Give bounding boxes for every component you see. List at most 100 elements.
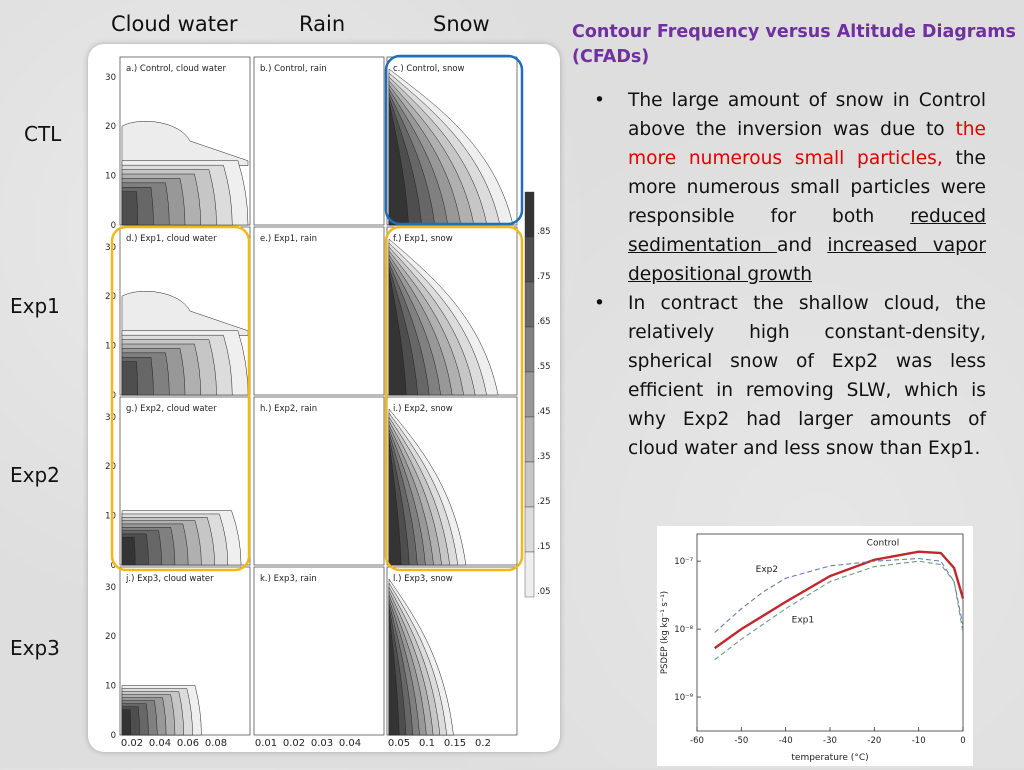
contour-band [388, 270, 407, 396]
y-tick-label: 10 [105, 512, 116, 522]
colorbar-segment [524, 281, 535, 328]
colorbar-label: .05 [537, 587, 551, 597]
contour-band [121, 361, 139, 396]
x-tick-label: 0.08 [205, 738, 227, 749]
y-tick-label: 20 [105, 632, 116, 642]
panel-title: c.) Control, snow [393, 64, 465, 74]
x-tick-label: 0.01 [255, 738, 277, 749]
colorbar-segment [524, 371, 535, 418]
y-tick-label: 10⁻⁹ [674, 693, 693, 703]
bullet1-text-a: The large amount of snow in Control abov… [628, 90, 986, 140]
bullet1-underline-sedimentation: reduced sedimentation [628, 206, 986, 256]
series-line-control [714, 550, 965, 650]
contour-band [121, 121, 249, 166]
cfad-panel: j.) Exp3, cloud water 30 20 10 0 [105, 566, 251, 741]
plot-frame [696, 533, 964, 732]
cfad-panel: c.) Control, snow [386, 56, 518, 226]
colorbar-label: .75 [537, 272, 551, 282]
bullet-glyph: • [594, 90, 605, 111]
x-tick-label: -30 [823, 736, 837, 746]
colorbar-label: .35 [537, 452, 551, 462]
colorbar-segment [524, 416, 535, 463]
y-tick-label: 10⁻⁷ [674, 557, 693, 567]
colorbar-label: .45 [537, 407, 551, 417]
y-tick-label: 30 [105, 413, 116, 423]
panel-title: l.) Exp3, snow [393, 574, 453, 584]
series-line-exp1 [714, 560, 964, 661]
x-tick-label: 0.02 [283, 738, 305, 749]
highlight-box-control-snow [384, 54, 524, 226]
colorbar-label: .15 [537, 542, 551, 552]
colorbar-label: .85 [537, 227, 551, 237]
row-header-exp2: Exp2 [10, 463, 60, 487]
panel-title: g.) Exp2, cloud water [126, 404, 217, 414]
x-tick-label: 0.03 [311, 738, 333, 749]
highlight-box-exp-snow [384, 225, 524, 572]
x-axis-label: temperature (°C) [791, 753, 868, 763]
colorbar-label: .55 [537, 362, 551, 372]
x-tick-label: 0 [960, 736, 965, 746]
cfad-panel: i.) Exp2, snow [386, 396, 518, 566]
x-tick-label: 0.15 [444, 738, 466, 749]
column-header-snow: Snow [433, 12, 490, 36]
panel-title: b.) Control, rain [260, 64, 327, 74]
panel-title: h.) Exp2, rain [260, 404, 317, 414]
colorbar-segment [524, 191, 535, 238]
contour-band [121, 536, 136, 566]
colorbar-label: .65 [537, 317, 551, 327]
cfad-panel: d.) Exp1, cloud water 30 20 10 0 [105, 226, 251, 401]
colorbar-segment [524, 236, 535, 283]
psdep-chart: -60 -50 -40 -30 -20 -10 0 10⁻⁷ 10⁻⁸ 10⁻⁹ temperatu… [657, 526, 973, 766]
series-label-control: Control [867, 539, 900, 549]
cfad-grid: a.) Control, cloud water 30 20 10 0 b.) Contr… [105, 54, 551, 749]
y-tick-label: 20 [105, 292, 116, 302]
row-header-exp3: Exp3 [10, 636, 60, 660]
panel-title: j.) Exp3, cloud water [125, 574, 214, 584]
x-tick-label: 0.1 [419, 738, 435, 749]
series-line-exp2 [714, 557, 964, 633]
y-tick-label: 0 [111, 561, 116, 571]
series-label-exp2: Exp2 [756, 565, 778, 575]
y-axis-label: PSDEP (kg kg⁻¹ s⁻¹) [660, 591, 670, 674]
bullet1-text-c: and [777, 235, 828, 256]
x-tick-label: -40 [779, 736, 793, 746]
panel-frame [253, 226, 385, 396]
y-tick-label: 20 [105, 462, 116, 472]
bullet-glyph: • [594, 293, 605, 314]
panel-title: f.) Exp1, snow [393, 234, 453, 244]
panel-frame [253, 566, 385, 736]
x-tick-label: 0.04 [339, 738, 361, 749]
column-header-rain: Rain [299, 12, 346, 36]
colorbar-segment [524, 551, 535, 598]
y-tick-label: 30 [105, 243, 116, 253]
slide-title: Contour Frequency versus Altitude Diagra… [572, 22, 1016, 67]
contour-band [121, 709, 132, 736]
contour-band [388, 100, 409, 226]
row-header-ctl: CTL [24, 122, 62, 146]
y-tick-label: 0 [111, 221, 116, 231]
x-tick-label: 0.05 [388, 738, 410, 749]
y-tick-label: 10 [105, 342, 116, 352]
contour-band [388, 610, 400, 736]
cfad-panel: h.) Exp2, rain [253, 396, 385, 566]
x-tick-label: -60 [690, 736, 704, 746]
bullet-item-1: • The large amount of snow in Control abo… [594, 86, 986, 289]
panel-title: i.) Exp2, snow [393, 404, 453, 414]
y-tick-label: 30 [105, 583, 116, 593]
cfad-panel: k.) Exp3, rain [253, 566, 385, 736]
row-header-exp1: Exp1 [10, 294, 60, 318]
contour-band [121, 191, 139, 226]
cfad-panel: f.) Exp1, snow [386, 226, 518, 396]
column-header-cloud-water: Cloud water [111, 12, 238, 36]
panel-title: a.) Control, cloud water [126, 64, 227, 74]
x-tick-label: -20 [867, 736, 881, 746]
y-tick-label: 10 [105, 682, 116, 692]
panel-frame [253, 56, 385, 226]
cfad-panel: l.) Exp3, snow [386, 566, 518, 736]
x-tick-label: 0.06 [177, 738, 199, 749]
colorbar-segment [524, 461, 535, 508]
x-tick-label: -10 [912, 736, 926, 746]
cfad-panel: b.) Control, rain [253, 56, 385, 226]
panel-title: e.) Exp1, rain [260, 234, 317, 244]
psdep-chart-svg: -60 -50 -40 -30 -20 -10 0 10⁻⁷ 10⁻⁸ 10⁻⁹ temperatu… [660, 533, 966, 763]
